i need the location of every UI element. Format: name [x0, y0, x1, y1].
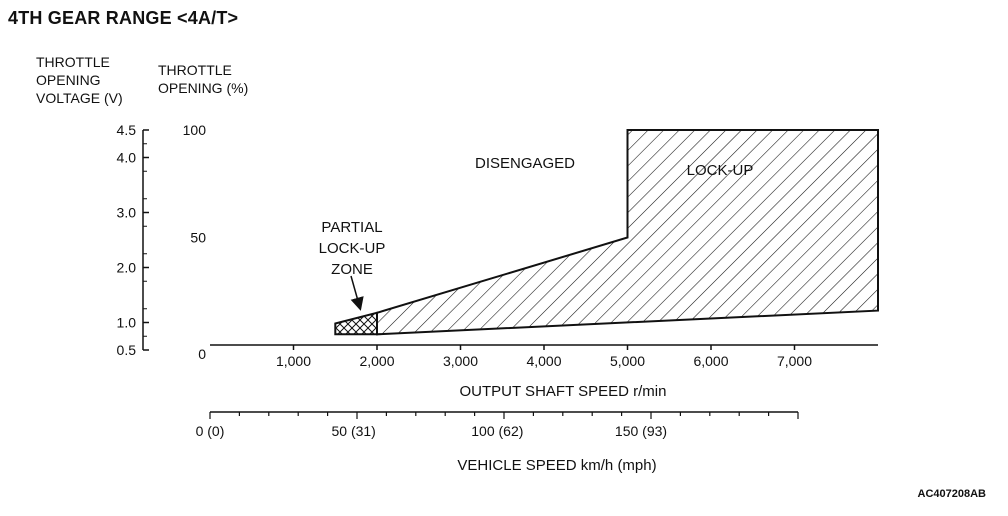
- partial-zone-label: LOCK-UP: [319, 240, 386, 257]
- x-axis-title: OUTPUT SHAFT SPEED r/min: [460, 383, 667, 400]
- x-axis-tick-label: 4,000: [526, 353, 561, 369]
- vehicle-axis-tick-label: 50 (31): [331, 423, 375, 439]
- percent-axis-tick-label: 0: [198, 346, 206, 362]
- vehicle-axis-title: VEHICLE SPEED km/h (mph): [457, 457, 656, 474]
- x-axis-tick-label: 1,000: [276, 353, 311, 369]
- partial-lockup-region: [334, 311, 378, 336]
- right-axis-label: THROTTLE OPENING (%): [158, 61, 248, 97]
- percent-axis-tick-label: 50: [190, 230, 206, 246]
- left-axis-tick-label: 4.5: [117, 122, 137, 138]
- vehicle-axis-tick-label: 0 (0): [196, 423, 225, 439]
- disengaged-label: DISENGAGED: [475, 155, 575, 172]
- left-axis-tick-label: 4.0: [117, 150, 137, 166]
- partial-zone-label: PARTIAL: [321, 219, 382, 236]
- vehicle-axis-tick-label: 100 (62): [471, 423, 523, 439]
- partial-zone-label: ZONE: [331, 261, 373, 278]
- x-axis-tick-label: 5,000: [610, 353, 645, 369]
- right-axis-label-line: OPENING (%): [158, 80, 249, 96]
- vehicle-axis-tick-label: 150 (93): [615, 423, 667, 439]
- x-axis-tick-label: 2,000: [359, 353, 394, 369]
- x-axis-tick-label: 6,000: [693, 353, 728, 369]
- left-axis-label-line: OPENING: [36, 72, 101, 88]
- left-axis-tick-label: 2.0: [117, 260, 137, 276]
- lockup-label: LOCK-UP: [687, 162, 754, 179]
- left-axis-label: THROTTLE OPENING VOLTAGE (V): [36, 53, 123, 107]
- x-axis-tick-label: 3,000: [443, 353, 478, 369]
- lockup-region: [376, 129, 879, 336]
- left-axis-label-line: VOLTAGE (V): [36, 90, 123, 106]
- percent-axis-tick-label: 100: [183, 122, 207, 138]
- chart-title: 4TH GEAR RANGE <4A/T>: [8, 8, 239, 28]
- left-axis-tick-label: 1.0: [117, 315, 137, 331]
- right-axis-label-line: THROTTLE: [158, 62, 232, 78]
- left-axis-label-line: THROTTLE: [36, 54, 110, 70]
- partial-zone-arrow: [350, 275, 364, 311]
- left-axis-tick-label: 0.5: [117, 342, 137, 358]
- left-axis-tick-label: 3.0: [117, 205, 137, 221]
- figure-code: AC407208AB: [917, 488, 986, 500]
- x-axis-tick-label: 7,000: [777, 353, 812, 369]
